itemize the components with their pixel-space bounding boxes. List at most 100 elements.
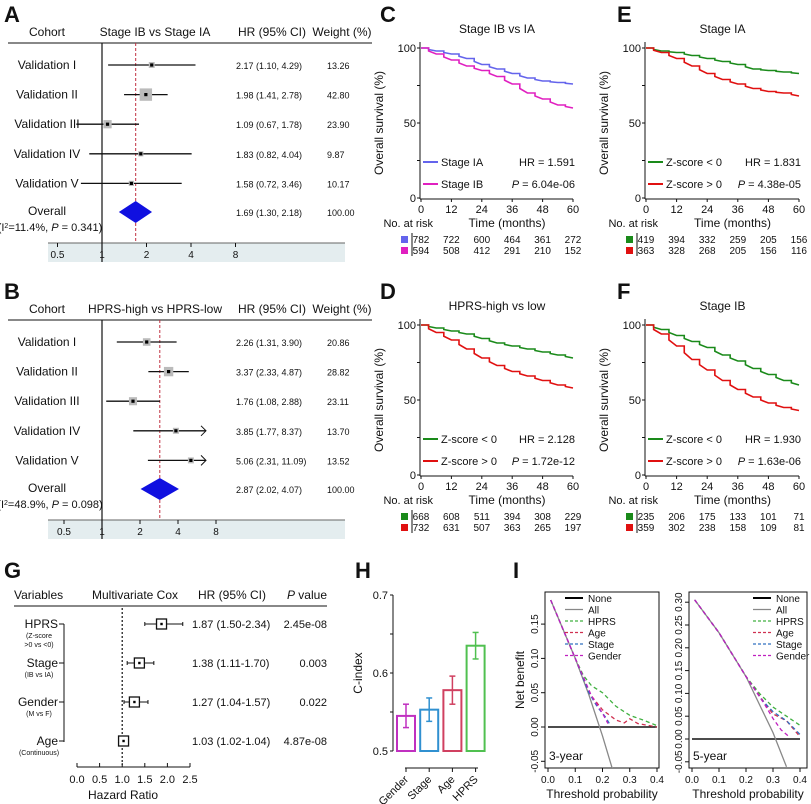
weight-value: 20.86 [327, 338, 350, 348]
risk-count: 361 [534, 235, 551, 246]
pooled-diamond [140, 478, 179, 500]
x-tick-label: 48 [762, 481, 774, 493]
variable-sublabel: (M vs F) [26, 711, 52, 718]
forest-row: Validation IV 3.85 (1.77, 8.37) 13.70 [14, 424, 350, 438]
risk-table-label: No. at risk [608, 218, 658, 230]
forest-row: Validation IV 1.83 (0.82, 4.04) 9.87 [14, 147, 345, 161]
row-label: Validation II [16, 88, 78, 102]
risk-count: 507 [473, 523, 490, 534]
risk-count: 109 [760, 523, 777, 534]
row-label: Validation II [16, 365, 78, 379]
variable-label: Stage [27, 656, 59, 670]
risk-count: 302 [668, 523, 685, 534]
header-p-value: P value [287, 588, 327, 602]
risk-count: 265 [534, 523, 551, 534]
risk-group-swatch [626, 524, 633, 531]
point-estimate [138, 661, 141, 665]
risk-group-swatch [401, 513, 408, 520]
legend-label: Age [776, 629, 794, 640]
point-estimate [129, 181, 133, 185]
risk-count: 508 [443, 246, 460, 257]
risk-count: 600 [473, 235, 490, 246]
forest-row: Validation I 2.26 (1.31, 3.90) 20.86 [18, 335, 350, 349]
x-tick-label: 12 [670, 204, 682, 216]
variable-sublabel: (Continuous) [19, 750, 59, 757]
x-tick-label: 0.5 [92, 774, 107, 786]
x-tick-label: 1.0 [115, 774, 130, 786]
point-estimate [174, 429, 178, 433]
risk-count: 608 [443, 512, 460, 523]
y-tick-label: 0.5 [373, 746, 388, 758]
hr-value: 1.27 (1.04-1.57) [192, 697, 270, 709]
net-benefit-curve [694, 599, 788, 768]
hr-value: 1.87 (1.50-2.34) [192, 619, 270, 631]
y-tick-label: 0.6 [373, 668, 388, 680]
horizon-label: 3-year [549, 749, 583, 763]
x-axis-label: Time (months) [694, 216, 771, 230]
y-tick-label: 0.05 [674, 706, 685, 726]
category-label: Gender [377, 773, 412, 804]
y-tick-label: 0.10 [530, 648, 541, 668]
x-tick-label: 60 [567, 204, 579, 216]
plot-frame [688, 591, 808, 769]
header-cohort: Cohort [29, 25, 66, 39]
plot-title: Stage IA [699, 22, 745, 36]
y-tick-label: 0.05 [530, 683, 541, 703]
risk-table-label: No. at risk [383, 218, 433, 230]
p-label: P [287, 588, 295, 602]
hazard-ratio: HR = 1.591 [519, 157, 575, 169]
decision-curve-5-year: 0.0 0.1 0.2 0.3 0.4 -0.050.00 0.05 0.10 0.15 0.20… [674, 591, 810, 801]
survival-curve [421, 324, 574, 359]
risk-count: 419 [638, 235, 655, 246]
het-sup: 2 [4, 223, 8, 230]
overall-label: Overall [28, 481, 66, 495]
risk-count: 205 [760, 235, 777, 246]
x-tick-label: 36 [732, 204, 744, 216]
header-weight: Weight (%) [312, 25, 371, 39]
survival-curve [421, 47, 574, 109]
x-tick-label: 0 [418, 481, 424, 493]
panel-label-c: C [380, 2, 396, 27]
risk-count: 229 [565, 512, 582, 523]
forest-row: Validation I 2.17 (1.10, 4.29) 13.26 [18, 58, 350, 72]
legend-label: Stage [588, 640, 615, 651]
y-axis-label: Overall survival (%) [372, 348, 386, 452]
risk-count: 511 [474, 512, 490, 523]
risk-count: 359 [638, 523, 655, 534]
point-estimate [144, 93, 148, 97]
row-label: Validation III [14, 394, 79, 408]
y-axis-label: Net benefit [513, 650, 527, 709]
y-tick-label: -0.05 [674, 750, 685, 773]
risk-group-swatch [401, 247, 408, 254]
legend-label: HPRS [776, 617, 804, 628]
overall-hr-value: 1.69 (1.30, 2.18) [236, 208, 302, 218]
x-tick-label: 1.5 [137, 774, 152, 786]
risk-count: 308 [534, 512, 551, 523]
risk-count: 732 [413, 523, 430, 534]
p-value: P = 1.72e-12 [512, 456, 575, 468]
y-tick-label: 100 [398, 43, 416, 55]
x-tick-label: 0 [643, 481, 649, 493]
risk-count: 363 [638, 246, 655, 257]
risk-count: 101 [760, 512, 777, 523]
y-tick-label: 0.00 [530, 717, 541, 737]
risk-count: 668 [413, 512, 430, 523]
risk-count: 272 [565, 235, 582, 246]
x-tick-label: 12 [670, 481, 682, 493]
legend-label: Age [588, 629, 606, 640]
panel-label-e: E [617, 2, 632, 27]
x-tick-label: 24 [701, 481, 713, 493]
weight-value: 23.90 [327, 120, 350, 130]
forest-row: Validation II 1.98 (1.41, 2.78) 42.80 [16, 88, 349, 102]
decision-curve-3-year: 0.0 0.1 0.2 0.3 0.4 -0.05 0.00 0.05 0.10 0.15 Thre… [530, 591, 664, 801]
variable-sublabel: >0 vs <0) [24, 642, 53, 649]
header-cohort: Cohort [29, 302, 66, 316]
heterogeneity: (I2=48.9%, P = 0.098) [0, 499, 103, 511]
x-tick-label: 0.4 [650, 775, 664, 786]
y-tick-label: 0.00 [674, 729, 685, 749]
x-tick-label: 36 [506, 204, 518, 216]
p-text: = 1.63e-06 [745, 456, 801, 468]
panel-label-h: H [355, 558, 371, 583]
risk-group-swatch [626, 513, 633, 520]
